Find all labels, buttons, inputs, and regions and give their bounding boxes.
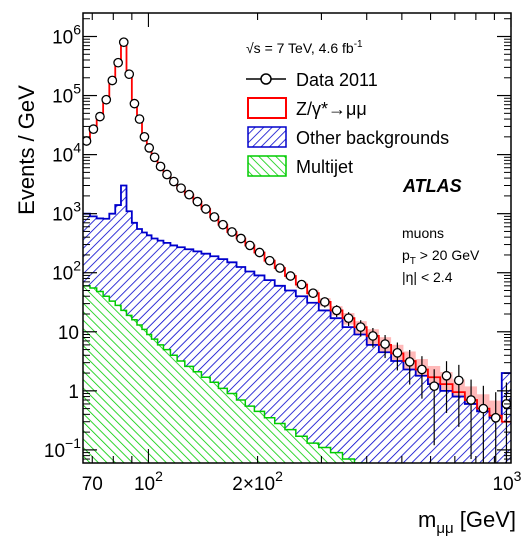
- data-point: [176, 183, 186, 194]
- atlas-label: ATLAS: [402, 176, 462, 196]
- data-point: [200, 204, 211, 214]
- multijet-fill: [83, 285, 511, 463]
- data-point: [118, 37, 129, 48]
- plot-frame: [82, 12, 512, 464]
- data-point: [95, 111, 105, 122]
- y-axis-label: Events / GeV: [14, 85, 39, 215]
- data-point: [184, 189, 194, 200]
- data-point: [285, 271, 296, 281]
- data-point: [441, 370, 452, 381]
- data-point: [101, 94, 112, 105]
- data-point: [113, 57, 123, 68]
- legend-z-label: Z/γ*→μμ: [296, 99, 367, 119]
- data-point: [296, 279, 307, 290]
- data-point: [331, 305, 342, 316]
- data-point: [149, 152, 160, 163]
- legend-data-marker-icon: [260, 73, 272, 85]
- data-point: [380, 339, 390, 349]
- legend-other-label: Other backgrounds: [296, 128, 449, 148]
- data-point: [139, 131, 150, 142]
- legend-multijet-swatch: [247, 155, 287, 177]
- selection-muons: muons: [402, 225, 444, 241]
- data-point: [264, 255, 275, 266]
- legend-z-swatch: [247, 97, 287, 119]
- x-tick-label: 103: [493, 468, 522, 495]
- data-point: [88, 124, 99, 134]
- plot-area: [83, 37, 511, 463]
- y-tick-label: 105: [52, 81, 81, 108]
- y-tick-label: 102: [52, 258, 81, 285]
- selection-eta: |η| < 2.4: [402, 269, 453, 285]
- data-point: [368, 331, 378, 341]
- data-point: [275, 263, 285, 273]
- axes: 10−1 1 10 102 103 104 105 106 70 102 2×102 103: [44, 13, 522, 495]
- data-point: [417, 364, 427, 375]
- x-axis-label: mμμ [GeV]: [418, 507, 516, 537]
- legend-item-other-backgrounds: Other backgrounds: [247, 126, 449, 148]
- legend-item-multijet: Multijet: [247, 155, 353, 177]
- y-tick-label: 10−1: [44, 435, 81, 462]
- data-point: [236, 233, 246, 244]
- legend-item-data: Data 2011: [246, 70, 378, 90]
- data-point: [144, 143, 155, 153]
- data-point: [308, 288, 318, 299]
- data-point: [218, 219, 228, 230]
- data-point: [134, 114, 145, 124]
- data-point: [107, 75, 118, 86]
- data-point: [490, 412, 501, 423]
- legend-item-z-mumu: Z/γ*→μμ: [247, 97, 367, 119]
- energy-luminosity-label: √s = 7 TeV, 4.6 fb-1: [246, 39, 363, 56]
- x-tick-label: 70: [82, 474, 103, 495]
- data-point: [209, 212, 220, 222]
- legend-data-label: Data 2011: [296, 70, 378, 90]
- selection-text: muons pT > 20 GeV |η| < 2.4: [402, 225, 480, 285]
- data-point: [124, 69, 135, 80]
- data-point: [392, 347, 403, 358]
- y-tick-label: 103: [52, 199, 81, 226]
- data-point: [168, 176, 179, 187]
- data-point: [129, 98, 140, 109]
- other-backgrounds-outline: [83, 184, 511, 419]
- data-point: [155, 161, 166, 172]
- y-tick-label: 104: [52, 140, 81, 167]
- y-tick-label: 106: [52, 22, 81, 49]
- x-tick-label: 102: [134, 468, 163, 495]
- multijet-outline: [83, 285, 368, 463]
- legend-multijet-label: Multijet: [296, 157, 353, 177]
- data-point: [245, 240, 255, 251]
- data-point: [192, 196, 203, 207]
- legend: Data 2011 Z/γ*→μμ Other backgrounds Mult…: [246, 70, 449, 177]
- data-point: [429, 381, 440, 392]
- x-tick-label: 2×102: [232, 468, 283, 495]
- data-point: [343, 313, 354, 324]
- data-point: [227, 227, 237, 237]
- data-point: [453, 375, 464, 386]
- data-point: [319, 297, 330, 307]
- data-point: [254, 247, 265, 258]
- y-tick-label: 1: [68, 382, 79, 403]
- data-point: [404, 356, 415, 367]
- data-point: [355, 322, 366, 332]
- legend-other-swatch: [247, 126, 287, 148]
- data-point: [478, 403, 489, 414]
- selection-pt: pT > 20 GeV: [402, 247, 480, 267]
- y-tick-label: 10: [58, 323, 79, 344]
- data-point: [466, 395, 476, 405]
- data-point: [162, 169, 172, 180]
